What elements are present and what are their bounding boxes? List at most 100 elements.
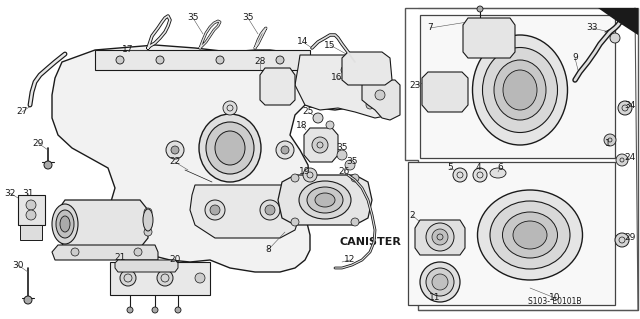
Ellipse shape bbox=[60, 216, 70, 232]
Circle shape bbox=[291, 218, 299, 226]
Text: 27: 27 bbox=[16, 108, 28, 116]
Text: 5: 5 bbox=[447, 164, 453, 173]
Circle shape bbox=[116, 56, 124, 64]
Circle shape bbox=[420, 262, 460, 302]
Polygon shape bbox=[18, 195, 45, 225]
Circle shape bbox=[291, 174, 299, 182]
Circle shape bbox=[453, 168, 467, 182]
Circle shape bbox=[216, 56, 224, 64]
Circle shape bbox=[480, 28, 500, 48]
Ellipse shape bbox=[215, 131, 245, 165]
Circle shape bbox=[134, 248, 142, 256]
Circle shape bbox=[210, 205, 220, 215]
Text: 14: 14 bbox=[298, 38, 308, 47]
Text: 25: 25 bbox=[302, 108, 314, 116]
Ellipse shape bbox=[494, 60, 546, 120]
Polygon shape bbox=[463, 18, 515, 58]
Circle shape bbox=[337, 150, 347, 160]
Text: 28: 28 bbox=[254, 57, 266, 66]
Ellipse shape bbox=[307, 187, 343, 213]
Circle shape bbox=[195, 273, 205, 283]
Text: 24: 24 bbox=[625, 153, 636, 162]
Polygon shape bbox=[95, 50, 310, 70]
Text: 22: 22 bbox=[170, 158, 180, 167]
Polygon shape bbox=[415, 220, 465, 255]
Text: 16: 16 bbox=[332, 73, 343, 83]
Circle shape bbox=[615, 233, 629, 247]
Circle shape bbox=[24, 296, 32, 304]
Ellipse shape bbox=[52, 204, 78, 244]
Ellipse shape bbox=[206, 122, 254, 174]
Circle shape bbox=[276, 141, 294, 159]
Text: 6: 6 bbox=[497, 164, 503, 173]
Circle shape bbox=[152, 307, 158, 313]
Bar bbox=[408, 162, 615, 305]
Text: 17: 17 bbox=[122, 46, 134, 55]
Circle shape bbox=[616, 154, 628, 166]
Ellipse shape bbox=[143, 209, 153, 231]
Circle shape bbox=[345, 160, 355, 170]
Circle shape bbox=[312, 137, 328, 153]
Polygon shape bbox=[598, 8, 638, 35]
Circle shape bbox=[375, 90, 385, 100]
Circle shape bbox=[326, 121, 334, 129]
Circle shape bbox=[313, 113, 323, 123]
Text: 29: 29 bbox=[624, 234, 636, 242]
Polygon shape bbox=[342, 52, 392, 85]
Circle shape bbox=[426, 268, 454, 296]
Text: 18: 18 bbox=[296, 121, 308, 130]
Polygon shape bbox=[115, 260, 178, 272]
Circle shape bbox=[366, 101, 374, 109]
Text: 12: 12 bbox=[344, 256, 356, 264]
Circle shape bbox=[432, 274, 448, 290]
Text: 23: 23 bbox=[410, 80, 420, 90]
Circle shape bbox=[439, 86, 451, 98]
Polygon shape bbox=[295, 55, 390, 118]
Circle shape bbox=[175, 307, 181, 313]
Circle shape bbox=[166, 141, 184, 159]
Text: 29: 29 bbox=[32, 138, 44, 147]
Circle shape bbox=[281, 146, 289, 154]
Polygon shape bbox=[52, 245, 158, 260]
Text: 9: 9 bbox=[572, 54, 578, 63]
Circle shape bbox=[26, 200, 36, 210]
Text: FR.: FR. bbox=[609, 15, 627, 25]
Circle shape bbox=[144, 208, 152, 216]
Text: 30: 30 bbox=[12, 261, 24, 270]
Circle shape bbox=[341, 66, 349, 74]
Text: 35: 35 bbox=[336, 144, 348, 152]
Circle shape bbox=[44, 161, 52, 169]
Circle shape bbox=[610, 33, 620, 43]
Text: 7: 7 bbox=[427, 24, 433, 33]
Polygon shape bbox=[304, 128, 338, 162]
Polygon shape bbox=[110, 262, 210, 295]
Ellipse shape bbox=[477, 190, 582, 280]
Text: 3: 3 bbox=[427, 98, 433, 107]
Ellipse shape bbox=[56, 210, 74, 238]
Circle shape bbox=[26, 210, 36, 220]
Text: 21: 21 bbox=[115, 254, 125, 263]
Text: 26: 26 bbox=[339, 167, 349, 176]
Text: 8: 8 bbox=[265, 246, 271, 255]
Polygon shape bbox=[405, 8, 638, 310]
Polygon shape bbox=[362, 80, 400, 120]
Circle shape bbox=[351, 174, 359, 182]
Polygon shape bbox=[278, 175, 372, 225]
Polygon shape bbox=[58, 200, 148, 248]
Text: 32: 32 bbox=[4, 189, 16, 197]
Text: 11: 11 bbox=[429, 293, 441, 302]
Bar bbox=[420, 15, 615, 158]
Circle shape bbox=[171, 146, 179, 154]
Circle shape bbox=[156, 56, 164, 64]
Text: 19: 19 bbox=[300, 167, 311, 176]
Polygon shape bbox=[52, 45, 355, 272]
Text: 20: 20 bbox=[170, 256, 180, 264]
Circle shape bbox=[120, 270, 136, 286]
Text: 4: 4 bbox=[475, 164, 481, 173]
Circle shape bbox=[260, 200, 280, 220]
Circle shape bbox=[205, 200, 225, 220]
Polygon shape bbox=[190, 185, 300, 238]
Text: 10: 10 bbox=[549, 293, 561, 302]
Ellipse shape bbox=[502, 212, 557, 258]
Circle shape bbox=[157, 270, 173, 286]
